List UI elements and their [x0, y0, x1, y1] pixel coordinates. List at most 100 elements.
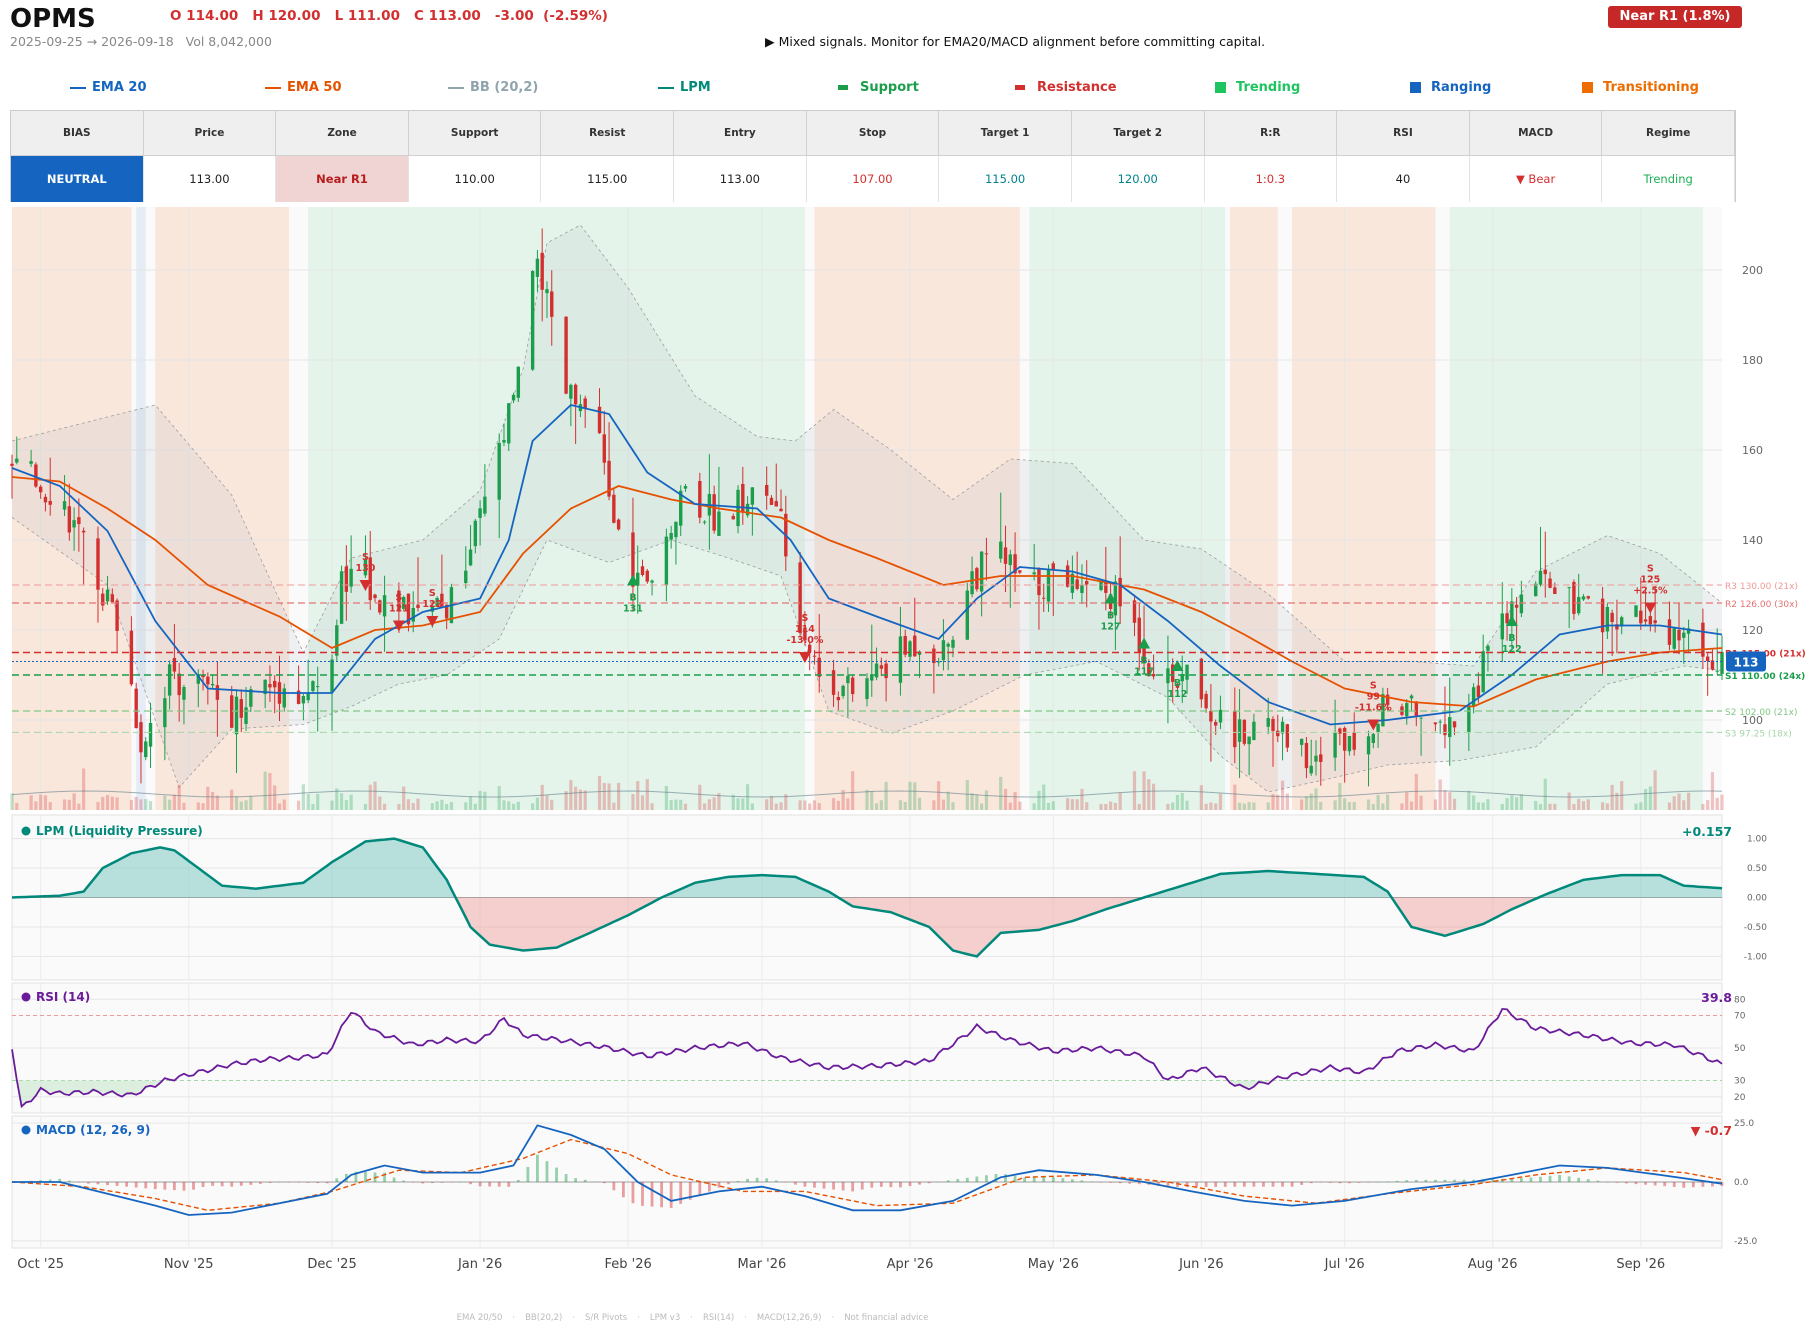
macd-histogram-bar	[402, 1180, 406, 1182]
volume-bar	[1018, 801, 1022, 810]
footer-note: EMA 20/50	[456, 1313, 503, 1323]
candle	[1319, 736, 1323, 786]
candle-body	[975, 568, 979, 590]
macd-histogram-bar	[516, 1179, 520, 1182]
candle-body	[1366, 736, 1371, 755]
candle-body	[530, 270, 535, 370]
volume-bar	[507, 801, 511, 810]
candle-body	[1600, 598, 1605, 633]
signal-label: B	[1140, 656, 1147, 667]
macd-histogram-bar	[669, 1182, 673, 1208]
volume-bar	[502, 800, 506, 810]
price-tick-label: 180	[1742, 354, 1763, 367]
volume-bar	[937, 781, 941, 810]
volume-bar	[1118, 792, 1122, 810]
macd-histogram-bar	[1262, 1182, 1265, 1187]
candle	[335, 619, 339, 661]
candle-body	[1347, 736, 1352, 752]
candle	[1132, 594, 1137, 637]
candle-body	[1003, 547, 1008, 564]
regime-band-transitioning	[155, 207, 290, 810]
macd-histogram-bar	[1281, 1182, 1284, 1187]
volume-bar	[1037, 790, 1041, 810]
candle-body	[1032, 572, 1036, 575]
macd-histogram-bar	[1414, 1179, 1418, 1182]
candle-body	[1242, 719, 1247, 744]
macd-histogram-bar	[908, 1182, 912, 1187]
macd-histogram-bar	[1013, 1175, 1017, 1182]
macd-histogram-bar	[287, 1182, 291, 1183]
volume-bar	[1132, 771, 1137, 810]
signal-label: 99	[1367, 692, 1380, 703]
volume-bar	[368, 784, 372, 810]
volume-bar	[851, 771, 855, 810]
table-value-target-2: 120.00	[1071, 156, 1205, 202]
legend-item-ranging: Ranging	[1410, 80, 1491, 95]
candle	[201, 669, 205, 691]
macd-histogram-bar	[1367, 1182, 1370, 1183]
macd-histogram-bar	[1653, 1182, 1657, 1186]
macd-histogram-bar	[268, 1182, 272, 1183]
macd-histogram-bar	[975, 1176, 979, 1182]
macd-histogram-bar	[392, 1177, 396, 1182]
volume-bar	[430, 803, 434, 810]
candle-body	[1667, 619, 1672, 645]
candle	[1715, 628, 1719, 675]
macd-histogram-bar	[459, 1182, 463, 1183]
candle-body	[1686, 628, 1691, 634]
x-tick-label: Oct '25	[17, 1257, 64, 1272]
price-tick-label: 200	[1742, 264, 1763, 277]
macd-histogram-bar	[1319, 1182, 1323, 1183]
macd-histogram-bar	[698, 1182, 702, 1196]
volume-bar	[1577, 799, 1581, 810]
candle-body	[1672, 628, 1676, 649]
candle	[803, 611, 807, 646]
candle-body	[349, 568, 353, 587]
candle-body	[1137, 617, 1141, 653]
candle	[1233, 687, 1237, 764]
legend-label: Trending	[1236, 80, 1301, 95]
volume-bar	[397, 803, 401, 810]
candle	[1405, 699, 1409, 725]
candle	[683, 484, 688, 492]
volume-bar	[550, 799, 554, 810]
volume-bar	[846, 798, 850, 810]
candle-body	[1252, 721, 1256, 741]
volume-bar	[1519, 794, 1523, 810]
volume-bar	[263, 771, 267, 810]
volume-bar	[335, 788, 339, 810]
volume-bar	[34, 801, 38, 810]
candle	[602, 410, 606, 475]
volume-bar	[1486, 799, 1490, 810]
candle	[339, 565, 344, 625]
volume-bar	[268, 772, 272, 810]
macd-histogram-bar	[870, 1182, 874, 1188]
volume-bar	[449, 801, 454, 810]
volume-bar	[301, 784, 305, 810]
signal-label: -11.6%	[1355, 703, 1392, 714]
rsi-tick-label: 30	[1734, 1077, 1746, 1087]
volume-bar	[731, 794, 735, 810]
macd-histogram-bar	[889, 1182, 893, 1188]
candle-body	[1132, 600, 1137, 623]
candle	[473, 518, 478, 554]
macd-histogram-bar	[1548, 1175, 1552, 1182]
buy-marker-icon	[1171, 660, 1184, 671]
candle	[502, 423, 506, 447]
candle-body	[1042, 597, 1046, 599]
candle	[1137, 603, 1141, 671]
volume-bar	[163, 795, 167, 810]
table-header-target-2: Target 2	[1071, 111, 1205, 156]
macd-histogram-bar	[1156, 1182, 1160, 1186]
candle-body	[263, 679, 267, 695]
volume-bar	[1548, 803, 1552, 810]
candle	[1070, 555, 1075, 600]
macd-histogram-bar	[1357, 1182, 1361, 1183]
candle	[965, 582, 970, 640]
volume-bar	[1586, 799, 1590, 810]
candle-body	[1715, 670, 1719, 672]
candle-body	[712, 494, 716, 531]
level-label: S1 110.00 (24x)	[1725, 672, 1805, 682]
volume-bar	[1443, 789, 1447, 810]
macd-histogram-bar	[765, 1178, 769, 1182]
